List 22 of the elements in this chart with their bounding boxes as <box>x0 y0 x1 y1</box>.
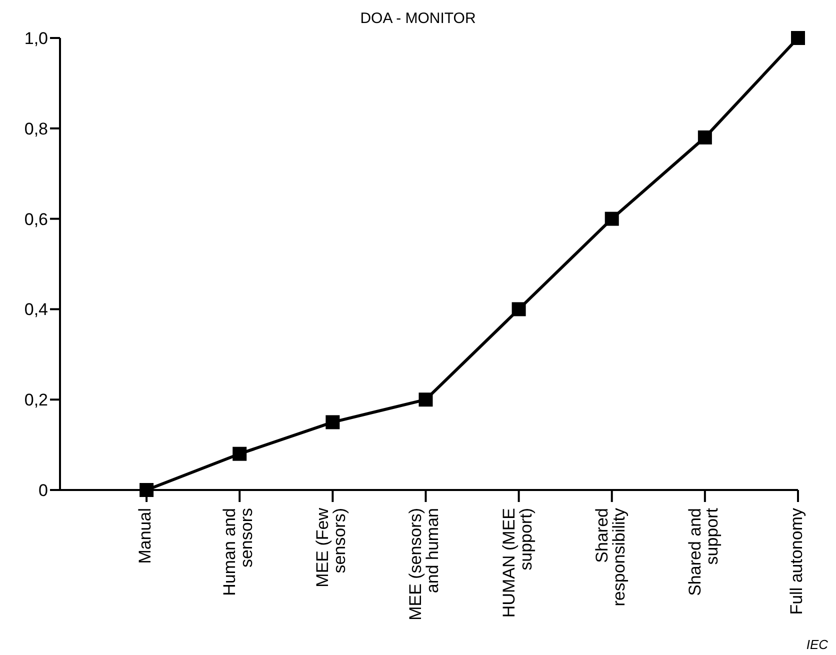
x-tick-label: HUMAN (MEE support) <box>499 508 536 618</box>
y-tick-label: 0 <box>38 481 48 500</box>
text: IEC <box>806 637 828 652</box>
y-tick-label: 1,0 <box>24 29 48 48</box>
y-tick-label: 0,4 <box>24 300 48 320</box>
x-tick-label: Manual <box>136 508 155 564</box>
y-tick-label: 0,8 <box>24 119 48 138</box>
x-tick-label: Human and sensors <box>220 508 256 596</box>
x-tick-label: Full autonomy <box>787 508 806 615</box>
point <box>512 302 526 316</box>
y-tick-label: 0,2 <box>24 390 48 410</box>
y-tick-label: 0,6 <box>24 210 48 229</box>
point <box>791 31 805 45</box>
x-tick-label: Shared and support <box>685 508 722 596</box>
chart-title: DOA - MONITOR <box>359 10 477 27</box>
point <box>604 212 619 226</box>
point <box>326 415 340 430</box>
point <box>698 130 712 144</box>
x-tick-label: MEE (Few sensors) <box>313 507 350 588</box>
point <box>232 446 247 461</box>
point <box>418 392 433 407</box>
point <box>140 483 154 497</box>
